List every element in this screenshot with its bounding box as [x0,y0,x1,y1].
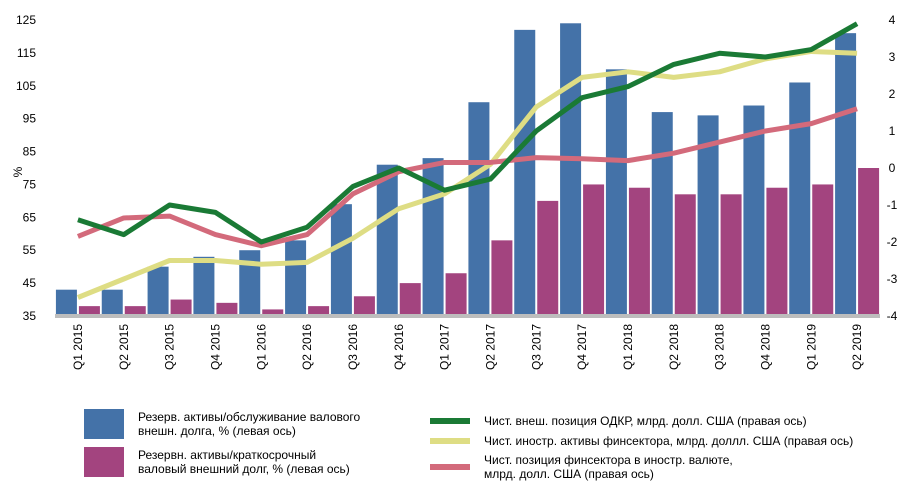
bar-series2-14 [674,194,696,316]
bar-series1-5 [239,250,261,316]
right-tick-label: -3 [887,272,898,286]
bar-series2-6 [308,306,330,316]
bar-series1-7 [330,204,352,316]
bar-series2-17 [812,184,834,316]
x-tick-label: Q2 2017 [483,324,497,370]
x-tick-label: Q4 2016 [392,324,406,370]
x-tick-label: Q4 2017 [575,324,589,370]
lines-layer [76,21,859,300]
bar-series2-8 [399,283,421,316]
left-tick-label: 75 [23,177,37,191]
bar-series1-1 [55,289,77,316]
bar-series2-5 [262,309,284,316]
right-tick-label: 0 [889,161,896,175]
bar-series1-13 [605,69,627,316]
left-tick-label: 65 [23,210,37,224]
x-tick-label: Q2 2015 [117,324,131,370]
bar-series1-2 [101,289,123,316]
left-tick-label: 115 [17,46,36,60]
bar-series1-12 [560,23,582,317]
x-tick-label: Q2 2019 [850,324,864,370]
bar-series1-11 [514,29,536,316]
x-tick-label: Q1 2017 [438,324,452,370]
y-axis-label-left: % [11,166,25,177]
bar-series2-9 [445,273,467,316]
x-tick-label: Q4 2015 [208,324,222,370]
x-tick-label: Q3 2016 [346,324,360,370]
bar-series1-14 [651,112,673,316]
bar-series2-15 [720,194,742,316]
left-tick-label: 105 [16,79,36,93]
left-tick-label: 55 [23,243,37,257]
x-tick-label: Q4 2018 [758,324,772,370]
bar-series2-12 [583,184,605,316]
x-tick-label: Q3 2018 [713,324,727,370]
left-tick-label: 95 [23,112,37,126]
bar-series2-18 [858,168,880,316]
bar-series1-17 [789,82,811,316]
x-tick-label: Q1 2018 [621,324,635,370]
left-tick-label: 85 [23,145,37,159]
right-tick-label: 1 [889,124,896,138]
right-tick-label: -1 [887,198,898,212]
x-tick-label: Q1 2019 [804,324,818,370]
right-tick-label: 2 [889,87,896,101]
left-tick-label: 125 [16,13,36,27]
bar-series1-15 [697,115,719,316]
bar-series1-18 [835,33,857,317]
bar-series1-16 [743,105,765,316]
bar-series1-4 [193,256,215,316]
bar-series2-4 [216,302,238,316]
bar-series2-13 [628,187,650,316]
x-tick-label: Q2 2016 [300,324,314,370]
right-tick-label: -2 [887,235,898,249]
axes-layer: 35 45 55 65 75 85 95 105 115 125 -4 -3 -2 -1 0 1 2 3 4% Q1 … [11,13,898,370]
bar-series2-1 [78,306,100,316]
left-tick-label: 35 [23,309,37,323]
line-series-2 [76,48,858,300]
bar-series2-3 [170,299,192,316]
right-tick-label: -4 [887,309,898,323]
bar-series1-8 [376,164,398,316]
bar-series2-7 [353,296,375,316]
line-series-1 [77,21,859,245]
left-tick-label: 45 [23,276,37,290]
bar-series2-2 [124,306,146,316]
x-tick-label: Q2 2018 [667,324,681,370]
bar-series2-11 [537,200,559,316]
bar-series2-10 [491,240,513,316]
x-tick-label: Q3 2017 [529,324,543,370]
bar-series1-6 [285,240,307,316]
bar-series1-3 [147,266,169,316]
bar-series2-16 [766,187,788,316]
x-tick-label: Q3 2015 [163,324,177,370]
x-tick-label: Q1 2015 [71,324,85,370]
x-tick-label: Q1 2016 [254,324,268,370]
line-series-3 [76,106,858,249]
bar-series1-10 [468,102,490,316]
right-tick-label: 4 [889,13,896,27]
right-tick-label: 3 [889,50,896,64]
bars-layer [55,23,880,317]
